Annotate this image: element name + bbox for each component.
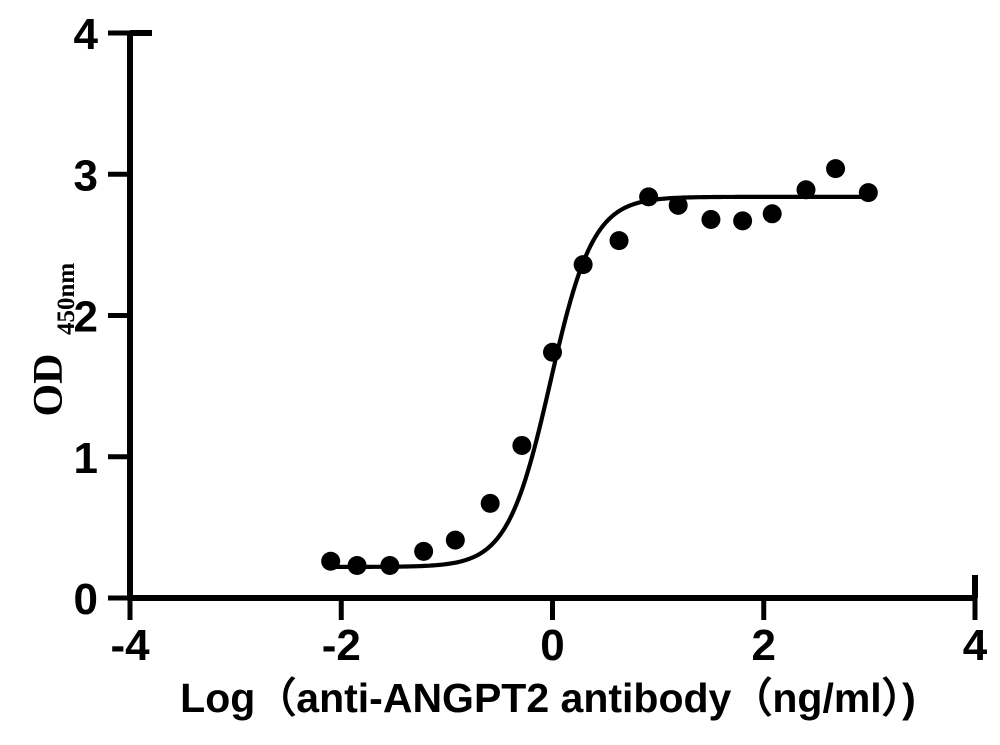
x-tick-label: -2 xyxy=(322,621,361,670)
y-axis-label: OD 450nm xyxy=(26,263,80,417)
x-tick-label-group: -4 -2 0 2 4 xyxy=(110,621,987,670)
data-point xyxy=(609,231,629,251)
data-point xyxy=(543,342,562,362)
data-point-group xyxy=(321,159,878,576)
data-point xyxy=(321,551,341,571)
data-point xyxy=(826,159,846,179)
data-point xyxy=(668,195,688,215)
data-point xyxy=(512,435,532,455)
data-point xyxy=(480,493,500,513)
x-tick-label: 4 xyxy=(963,621,988,670)
data-point xyxy=(380,556,400,576)
y-tick-label-group: 0 1 2 3 4 xyxy=(74,10,99,624)
x-tick-label: 0 xyxy=(540,621,564,670)
y-axis-label-main: OD xyxy=(26,354,72,417)
data-point xyxy=(414,541,434,561)
data-point xyxy=(639,187,659,207)
y-tick-label: 3 xyxy=(74,151,98,200)
y-tick-label: 1 xyxy=(74,434,98,483)
y-tick-label: 0 xyxy=(74,575,98,624)
y-axis-label-subscript: 450nm xyxy=(53,263,80,335)
x-axis-label: Log（anti-ANGPT2 antibody（ng/ml）) xyxy=(180,675,916,721)
x-tick-label: 2 xyxy=(752,621,776,670)
data-point xyxy=(573,255,593,275)
data-point xyxy=(445,530,465,550)
data-point xyxy=(701,209,721,229)
data-point xyxy=(796,180,816,200)
y-tick-group xyxy=(108,30,130,601)
data-point xyxy=(858,183,878,203)
y-tick-label: 4 xyxy=(74,10,99,59)
x-tick-label: -4 xyxy=(110,621,150,670)
data-point xyxy=(762,204,782,224)
data-point xyxy=(733,211,753,231)
sigmoid-fit-curve xyxy=(328,194,871,570)
y-tick-label: 2 xyxy=(74,293,98,342)
x-tick-group xyxy=(127,598,978,620)
data-point xyxy=(347,556,367,576)
